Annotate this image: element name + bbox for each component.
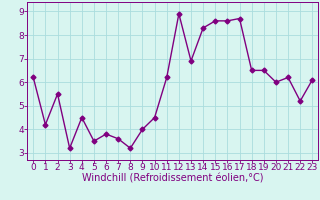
X-axis label: Windchill (Refroidissement éolien,°C): Windchill (Refroidissement éolien,°C)	[82, 174, 264, 184]
